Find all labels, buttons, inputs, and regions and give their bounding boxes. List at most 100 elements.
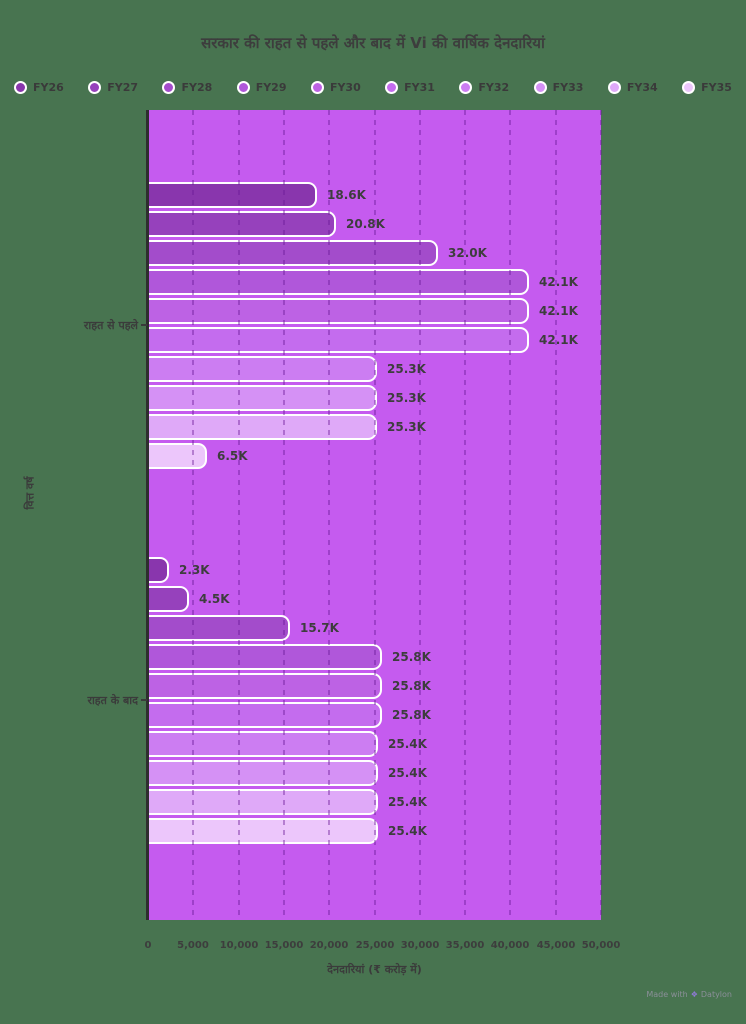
legend-label: FY33 bbox=[552, 80, 584, 94]
bar-fy27-group-0[interactable] bbox=[148, 211, 336, 237]
legend-label: FY32 bbox=[478, 80, 510, 94]
x-axis-tick-label: 50,000 bbox=[581, 940, 621, 951]
bar-row: 6.5K bbox=[148, 443, 601, 469]
legend-item-fy35[interactable]: FY35 bbox=[682, 80, 732, 94]
legend-item-fy29[interactable]: FY29 bbox=[236, 80, 287, 94]
bar-fy27-group-1[interactable] bbox=[148, 586, 189, 612]
bar-value-label: 18.6K bbox=[327, 188, 366, 202]
bar-fy31-group-1[interactable] bbox=[148, 702, 382, 728]
fy26-marker-icon bbox=[14, 80, 27, 94]
y-axis-tick bbox=[141, 699, 147, 701]
bar-row: 42.1K bbox=[148, 327, 601, 353]
legend-item-fy33[interactable]: FY33 bbox=[533, 80, 584, 94]
bar-row: 25.4K bbox=[148, 760, 601, 786]
bar-value-label: 25.3K bbox=[387, 420, 426, 434]
bar-fy32-group-0[interactable] bbox=[148, 356, 377, 382]
x-axis-tick-label: 40,000 bbox=[490, 940, 530, 951]
bar-fy26-group-1[interactable] bbox=[148, 557, 169, 583]
bar-row: 20.8K bbox=[148, 211, 601, 237]
group-label-after-relief: राहत के बाद bbox=[87, 694, 138, 707]
fy34-marker-icon bbox=[607, 80, 621, 94]
bar-fy32-group-1[interactable] bbox=[148, 731, 378, 757]
legend-label: FY30 bbox=[329, 80, 361, 94]
bar-value-label: 32.0K bbox=[448, 246, 487, 260]
legend-label: FY31 bbox=[404, 80, 435, 94]
bar-fy34-group-1[interactable] bbox=[148, 789, 378, 815]
bar-value-label: 15.7K bbox=[300, 621, 339, 635]
legend: FY26 FY27 FY28 FY29 FY30 FY31 FY32 FY33 FY34 FY35 bbox=[14, 77, 732, 97]
bar-group-0: 18.6K 20.8K 32.0K 42.1K 42.1K 42.1K 25.3K 25.3K… bbox=[148, 182, 601, 472]
x-axis-tick-label: 20,000 bbox=[309, 940, 349, 951]
bar-value-label: 25.4K bbox=[388, 766, 427, 780]
bar-fy31-group-0[interactable] bbox=[148, 327, 529, 353]
legend-label: FY35 bbox=[701, 80, 732, 94]
fy30-marker-icon bbox=[310, 80, 324, 94]
bar-fy35-group-1[interactable] bbox=[148, 818, 378, 844]
bar-fy28-group-1[interactable] bbox=[148, 615, 290, 641]
attribution: Made with ❖ Datylon bbox=[646, 990, 732, 999]
bar-row: 25.3K bbox=[148, 385, 601, 411]
fy27-marker-icon bbox=[88, 80, 102, 94]
bar-value-label: 25.3K bbox=[387, 391, 426, 405]
bar-value-label: 2.3K bbox=[179, 563, 210, 577]
legend-label: FY26 bbox=[33, 80, 64, 94]
bar-row: 42.1K bbox=[148, 269, 601, 295]
bar-row: 32.0K bbox=[148, 240, 601, 266]
bar-row: 4.5K bbox=[148, 586, 601, 612]
y-axis-line bbox=[146, 110, 149, 920]
bar-fy29-group-1[interactable] bbox=[148, 644, 382, 670]
bar-fy34-group-0[interactable] bbox=[148, 414, 377, 440]
attribution-brand: Datylon bbox=[700, 990, 732, 999]
bar-row: 15.7K bbox=[148, 615, 601, 641]
fy28-marker-icon bbox=[162, 80, 176, 94]
bar-value-label: 6.5K bbox=[217, 449, 248, 463]
legend-item-fy30[interactable]: FY30 bbox=[310, 80, 361, 94]
bar-row: 25.4K bbox=[148, 818, 601, 844]
y-axis-title: वित्त वर्ष bbox=[23, 476, 37, 510]
legend-item-fy31[interactable]: FY31 bbox=[385, 80, 435, 94]
bar-value-label: 20.8K bbox=[346, 217, 385, 231]
legend-item-fy34[interactable]: FY34 bbox=[607, 80, 658, 94]
bar-value-label: 4.5K bbox=[199, 592, 230, 606]
x-axis-title: देनदारियां (₹ करोड़ में) bbox=[327, 963, 422, 976]
x-axis-tick-label: 15,000 bbox=[264, 940, 304, 951]
bar-fy26-group-0[interactable] bbox=[148, 182, 317, 208]
fy33-marker-icon bbox=[533, 80, 547, 94]
bar-fy29-group-0[interactable] bbox=[148, 269, 529, 295]
legend-item-fy27[interactable]: FY27 bbox=[88, 80, 138, 94]
bar-row: 25.8K bbox=[148, 702, 601, 728]
plot-area: 18.6K 20.8K 32.0K 42.1K 42.1K 42.1K 25.3K 25.3K… bbox=[148, 110, 602, 920]
bar-row: 18.6K bbox=[148, 182, 601, 208]
bar-row: 2.3K bbox=[148, 557, 601, 583]
x-axis-tick-label: 25,000 bbox=[355, 940, 395, 951]
bar-row: 25.4K bbox=[148, 731, 601, 757]
bar-fy30-group-0[interactable] bbox=[148, 298, 529, 324]
bar-fy33-group-1[interactable] bbox=[148, 760, 378, 786]
bar-value-label: 25.4K bbox=[388, 824, 427, 838]
bar-value-label: 42.1K bbox=[539, 333, 578, 347]
bar-value-label: 42.1K bbox=[539, 275, 578, 289]
legend-item-fy32[interactable]: FY32 bbox=[459, 80, 510, 94]
bar-fy28-group-0[interactable] bbox=[148, 240, 438, 266]
bar-fy30-group-1[interactable] bbox=[148, 673, 382, 699]
legend-item-fy26[interactable]: FY26 bbox=[14, 80, 64, 94]
bar-row: 25.4K bbox=[148, 789, 601, 815]
fy29-marker-icon bbox=[236, 80, 250, 94]
legend-label: FY34 bbox=[626, 80, 658, 94]
legend-item-fy28[interactable]: FY28 bbox=[162, 80, 212, 94]
chart-title: सरकार की राहत से पहले और बाद में Vi की व… bbox=[201, 34, 545, 52]
bar-value-label: 25.4K bbox=[388, 737, 427, 751]
fy32-marker-icon bbox=[459, 80, 473, 94]
bar-value-label: 25.4K bbox=[388, 795, 427, 809]
bar-fy35-group-0[interactable] bbox=[148, 443, 207, 469]
x-axis-tick-label: 35,000 bbox=[445, 940, 485, 951]
bar-fy33-group-0[interactable] bbox=[148, 385, 377, 411]
x-axis-tick-label: 30,000 bbox=[400, 940, 440, 951]
x-axis-tick-label: 5,000 bbox=[177, 940, 209, 951]
x-axis-tick-label: 0 bbox=[144, 940, 152, 951]
x-axis-tick-label: 10,000 bbox=[219, 940, 259, 951]
legend-label: FY29 bbox=[255, 80, 287, 94]
bar-value-label: 25.3K bbox=[387, 362, 426, 376]
y-axis-tick bbox=[141, 324, 147, 326]
fy35-marker-icon bbox=[682, 80, 696, 94]
